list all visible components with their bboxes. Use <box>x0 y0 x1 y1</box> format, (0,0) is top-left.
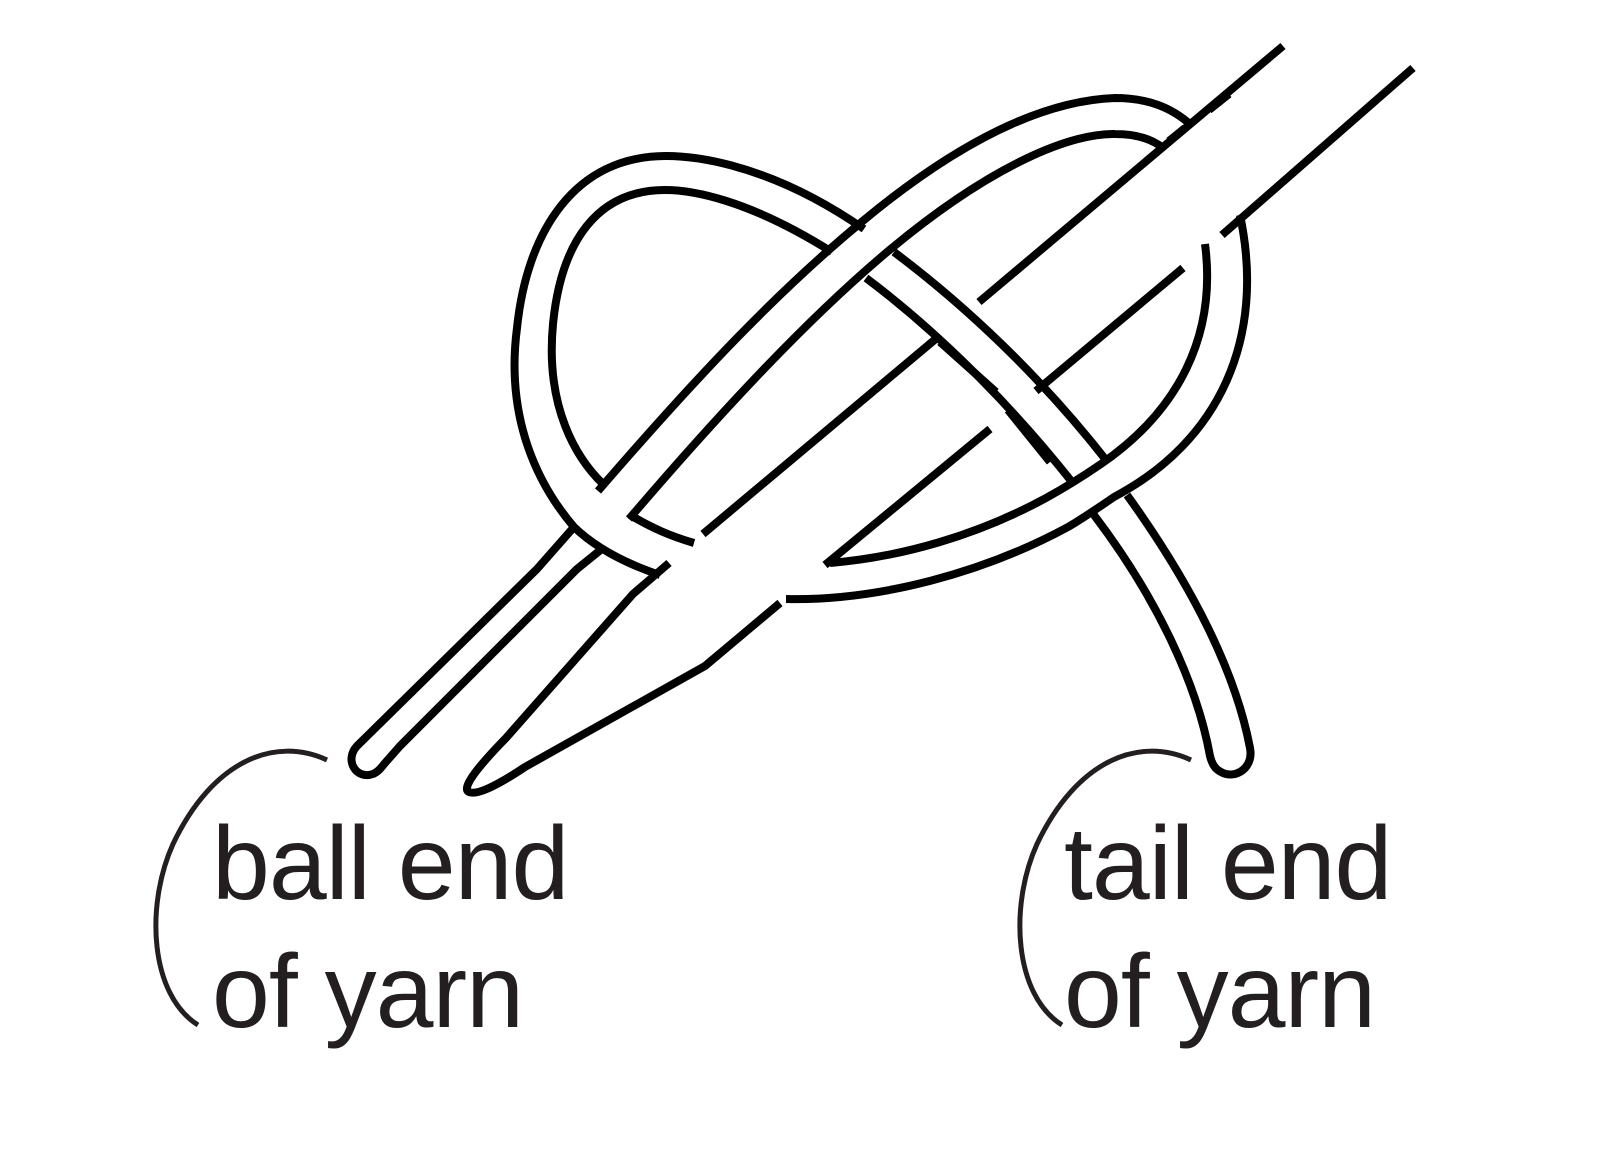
yarn-loop-bottom-inner <box>627 511 696 547</box>
needle-back <box>463 42 1416 797</box>
callout-tail-end <box>1017 748 1193 1028</box>
yarn-loop-outer <box>510 152 867 530</box>
yarn-cross-strand-mid <box>937 339 1054 465</box>
label-tail-end-line2: of yarn <box>1064 934 1376 1050</box>
needle-front <box>1166 90 1232 145</box>
yarn-strand <box>347 94 1255 780</box>
label-ball-end-line1: ball end <box>212 806 569 922</box>
yarn-diagonal-inner <box>625 129 1166 522</box>
knitting-needles <box>463 42 1416 797</box>
yarn-cross-strand-outer <box>891 248 1110 463</box>
yarn-right-loop-outer <box>785 214 1251 604</box>
yarn-ball-end <box>347 524 606 780</box>
yarn-loop-bottom-outer <box>571 524 662 579</box>
label-tail-end: tail end of yarn <box>1064 800 1392 1056</box>
yarn-right-loop-inner <box>829 243 1212 567</box>
yarn-tail-end <box>1090 492 1255 779</box>
yarn-loop-inner <box>547 186 835 487</box>
yarn-diagonal-outer <box>594 94 1194 494</box>
label-ball-end: ball end of yarn <box>212 800 569 1056</box>
label-ball-end-line2: of yarn <box>212 934 524 1050</box>
label-tail-end-line1: tail end <box>1064 806 1392 922</box>
callout-ball-end <box>153 748 329 1028</box>
